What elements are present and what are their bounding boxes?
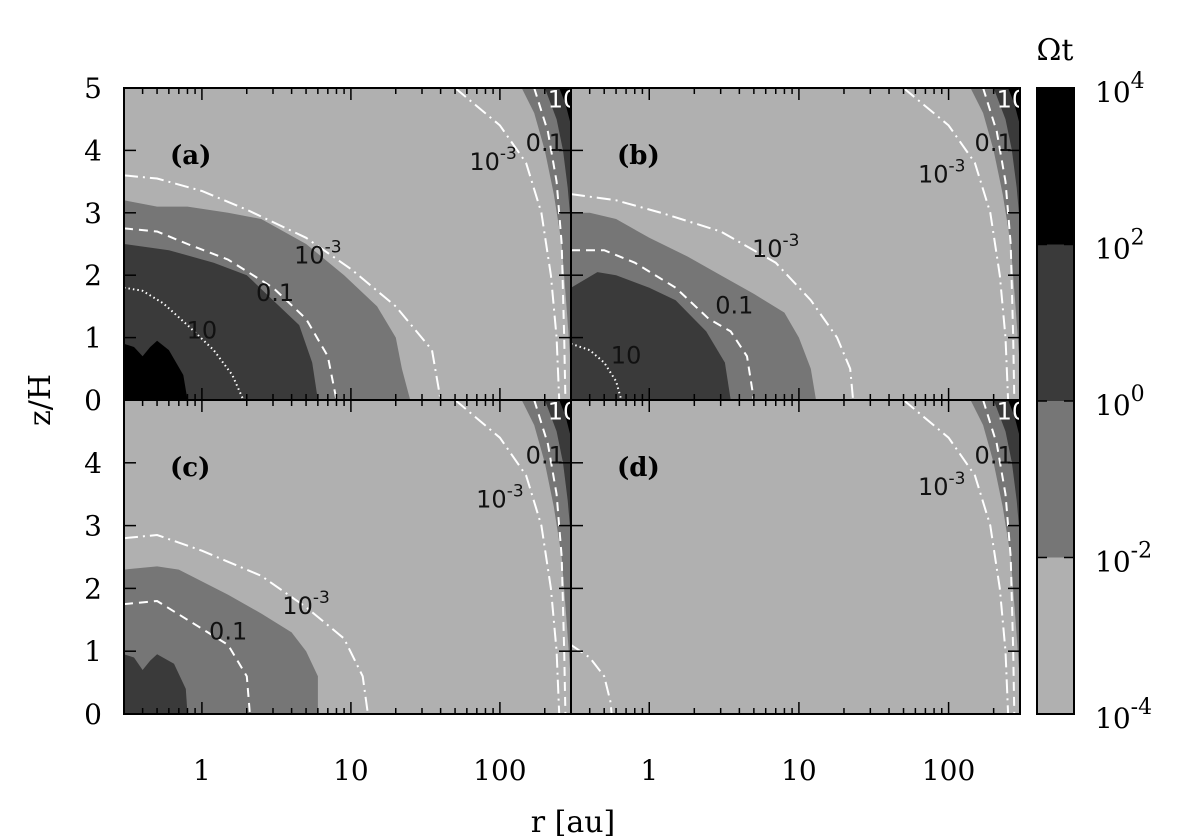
filled-region: [521, 88, 571, 369]
contour-line: [902, 400, 1010, 714]
contour-line: [124, 286, 245, 400]
y-tick-label: 1: [84, 322, 102, 355]
filled-region: [993, 400, 1020, 539]
panel-3: 100.110-310-30.1(c): [123, 398, 579, 715]
x-tick-label: 10: [333, 754, 369, 787]
colorbar-tick-label: 102: [1095, 226, 1145, 266]
contour-line: [571, 342, 623, 400]
filled-region: [544, 88, 571, 226]
contour-line: [124, 599, 251, 714]
contour-line: [902, 88, 1010, 400]
y-tick-label: 2: [84, 259, 102, 292]
filled-region: [993, 88, 1020, 226]
filled-region: [571, 272, 731, 400]
panel-label: (a): [170, 141, 211, 171]
contour-label: 10-3: [476, 481, 524, 513]
panel-4: 10 0.1 10-3 (d): [570, 398, 1028, 715]
filled-region: [521, 400, 571, 683]
panel-content: 100.110-310-30.110: [124, 85, 579, 400]
x-tick-label: 1: [193, 754, 211, 787]
panel-content: 100.110-310-30.1: [124, 398, 579, 714]
colorbar-band: [1037, 401, 1074, 558]
filled-region: [559, 88, 571, 126]
colorbar-band: [1037, 244, 1074, 401]
y-tick-label: 2: [84, 572, 102, 605]
filled-region: [124, 654, 188, 714]
panel-frame: [570, 399, 1021, 715]
contour-label: 10: [611, 341, 642, 369]
colorbar-tick-label: 10-2: [1095, 539, 1152, 579]
contour-label: 10-3: [294, 237, 342, 269]
contour-line: [571, 249, 755, 400]
y-tick-label: 1: [84, 635, 102, 668]
colorbar-title: Ωt: [1037, 33, 1074, 68]
panel-1: 100.110-310-30.110(a): [123, 85, 579, 401]
colorbar-band: [1037, 557, 1074, 714]
y-tick-label: 5: [84, 72, 102, 105]
y-tick-label: 4: [84, 134, 102, 167]
colorbar-tick-label: 104: [1095, 69, 1145, 109]
x-tick-label: 10: [781, 754, 817, 787]
contour-label: 10: [548, 85, 579, 113]
colorbar-tick-label: 100: [1095, 382, 1145, 422]
panel-label: (b): [617, 141, 660, 171]
y-axis-title: z/H: [23, 374, 58, 426]
contour-line: [571, 644, 613, 714]
contour-label: 10-3: [282, 588, 330, 620]
panel-content: 10 0.1 10-3 10-3 0.1 10: [571, 85, 1028, 400]
contour-label: 10-3: [918, 156, 966, 188]
x-tick-label: 100: [922, 754, 975, 787]
filled-region: [970, 400, 1020, 683]
y-tick-label: 0: [84, 384, 102, 417]
contour-label: 0.1: [526, 129, 564, 157]
colorbar-band: [1037, 88, 1074, 245]
filled-region: [124, 340, 188, 400]
y-tick-label: 4: [84, 447, 102, 480]
x-tick-label: 1: [640, 754, 658, 787]
contour-line: [454, 88, 561, 400]
contour-label: 0.1: [209, 617, 247, 645]
contour-label: 0.1: [975, 129, 1013, 157]
panel-2: 10 0.1 10-3 10-3 0.1 10 (b): [570, 85, 1028, 401]
contour-line: [454, 400, 561, 714]
panel-label: (d): [617, 453, 660, 483]
contour-line: [571, 193, 855, 400]
contour-label: 0.1: [526, 442, 564, 470]
contour-label: 0.1: [975, 442, 1013, 470]
filled-region: [970, 88, 1020, 369]
filled-region: [544, 400, 571, 539]
contour-label: 10-3: [469, 144, 517, 176]
panel-label: (c): [170, 453, 210, 483]
contour-label: 10: [548, 398, 579, 426]
y-tick-label: 3: [84, 197, 102, 230]
colorbar-tick-label: 10-4: [1095, 695, 1152, 735]
y-tick-label: 0: [84, 698, 102, 731]
x-tick-label: 100: [473, 754, 526, 787]
filled-region: [1008, 400, 1020, 438]
contour-label: 10-3: [918, 469, 966, 501]
filled-region: [559, 400, 571, 438]
contour-line: [124, 174, 442, 400]
contour-label: 10-3: [752, 231, 800, 263]
contour-label: 0.1: [715, 291, 753, 319]
contour-label: 10: [997, 398, 1028, 426]
contour-line: [124, 227, 338, 400]
contour-label: 10: [997, 85, 1028, 113]
y-tick-label: 3: [84, 510, 102, 543]
x-axis-title: r [au]: [531, 805, 616, 840]
contour-label: 10: [187, 316, 218, 344]
filled-region: [1008, 88, 1020, 126]
panel-background: [571, 400, 1020, 714]
contour-label: 0.1: [256, 279, 294, 307]
